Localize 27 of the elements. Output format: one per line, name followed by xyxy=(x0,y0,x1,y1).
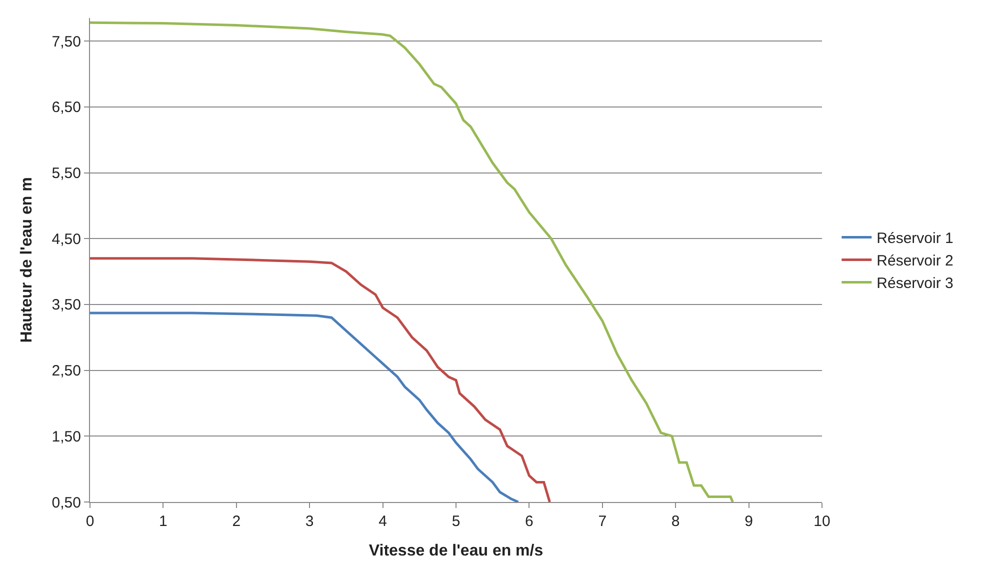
x-tick-label: 10 xyxy=(814,513,830,530)
y-axis-title: Hauteur de l'eau en m xyxy=(18,177,36,343)
y-tick-label: 0,50 xyxy=(52,494,81,512)
y-tick-label: 6,50 xyxy=(52,99,81,116)
y-tick-label: 1,50 xyxy=(52,428,81,446)
x-tick-label: 4 xyxy=(378,513,387,530)
x-tick-label: 2 xyxy=(232,513,241,530)
x-tick-label: 5 xyxy=(452,513,460,530)
x-tick-label: 9 xyxy=(744,513,753,530)
y-tick-label: 3,50 xyxy=(52,296,81,314)
x-tick-label: 6 xyxy=(525,513,534,530)
y-tick-label: 4,50 xyxy=(52,230,81,248)
y-tick-label: 5,50 xyxy=(52,165,81,182)
x-tick-label: 0 xyxy=(86,513,94,530)
line-series xyxy=(90,21,734,502)
x-tick-label: 7 xyxy=(598,513,607,530)
x-tick-label: 3 xyxy=(305,513,314,530)
legend-label: Réservoir 3 xyxy=(876,275,954,292)
y-tick-label: 7,50 xyxy=(52,33,81,50)
x-tick-label: 1 xyxy=(159,513,168,530)
x-axis-title: Vitesse de l'eau en m/s xyxy=(368,542,544,560)
x-tick-label: 8 xyxy=(671,513,680,530)
legend-label: Réservoir 2 xyxy=(876,252,954,270)
y-tick-label: 2,50 xyxy=(52,362,81,380)
line-series xyxy=(90,257,551,502)
legend-label: Réservoir 1 xyxy=(876,230,954,248)
line-series xyxy=(90,312,520,502)
